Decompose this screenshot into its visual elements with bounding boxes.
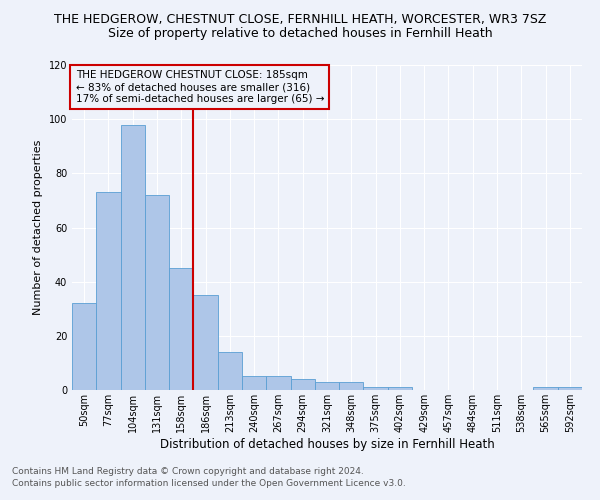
Bar bbox=[339, 382, 364, 390]
Bar bbox=[364, 388, 388, 390]
Bar bbox=[145, 195, 169, 390]
X-axis label: Distribution of detached houses by size in Fernhill Heath: Distribution of detached houses by size … bbox=[160, 438, 494, 450]
Text: Size of property relative to detached houses in Fernhill Heath: Size of property relative to detached ho… bbox=[107, 28, 493, 40]
Bar bbox=[193, 295, 218, 390]
Bar bbox=[242, 376, 266, 390]
Bar bbox=[290, 379, 315, 390]
Y-axis label: Number of detached properties: Number of detached properties bbox=[33, 140, 43, 315]
Text: Contains HM Land Registry data © Crown copyright and database right 2024.
Contai: Contains HM Land Registry data © Crown c… bbox=[12, 466, 406, 487]
Bar bbox=[558, 388, 582, 390]
Bar bbox=[169, 268, 193, 390]
Bar bbox=[72, 304, 96, 390]
Text: THE HEDGEROW, CHESTNUT CLOSE, FERNHILL HEATH, WORCESTER, WR3 7SZ: THE HEDGEROW, CHESTNUT CLOSE, FERNHILL H… bbox=[54, 12, 546, 26]
Bar bbox=[218, 352, 242, 390]
Bar bbox=[96, 192, 121, 390]
Bar bbox=[121, 124, 145, 390]
Bar bbox=[266, 376, 290, 390]
Bar bbox=[533, 388, 558, 390]
Bar bbox=[315, 382, 339, 390]
Bar bbox=[388, 388, 412, 390]
Text: THE HEDGEROW CHESTNUT CLOSE: 185sqm
← 83% of detached houses are smaller (316)
1: THE HEDGEROW CHESTNUT CLOSE: 185sqm ← 83… bbox=[76, 70, 324, 104]
